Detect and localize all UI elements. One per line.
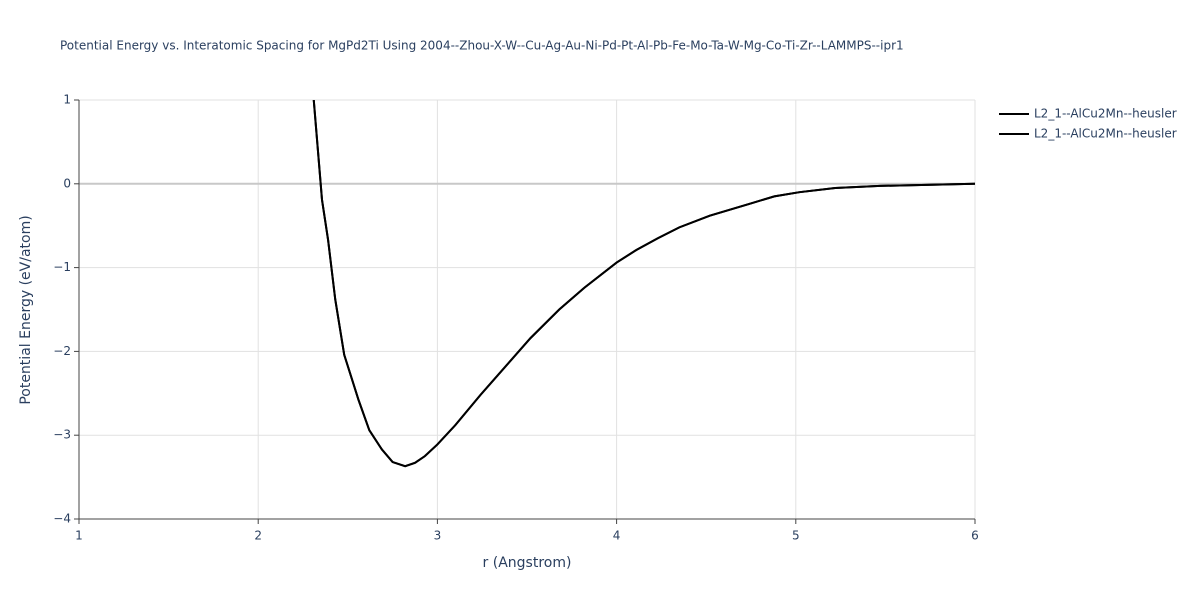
x-tick-label: 1	[75, 529, 83, 543]
x-tick-label: 5	[792, 529, 800, 543]
grid	[78, 99, 976, 520]
x-tick-label: 4	[613, 529, 621, 543]
axes: 1 2 3 4 5 6 −4 −3 −2 −1 0 1	[53, 93, 979, 543]
y-tick-label: −1	[53, 260, 71, 274]
plot-area	[312, 100, 975, 468]
legend-label: L2_1--AlCu2Mn--heusler	[1034, 127, 1177, 141]
legend-label: L2_1--AlCu2Mn--heusler	[1034, 107, 1177, 121]
y-tick-label: −3	[53, 428, 71, 442]
y-tick-label: 1	[63, 93, 71, 107]
y-axis-label: Potential Energy (eV/atom)	[18, 215, 34, 404]
series-line	[312, 100, 975, 468]
x-axis-label: r (Angstrom)	[483, 555, 572, 571]
x-tick-label: 3	[434, 529, 442, 543]
y-tick-label: −2	[53, 344, 71, 358]
y-tick-label: 0	[63, 176, 71, 190]
series-line	[312, 100, 975, 468]
chart-title: Potential Energy vs. Interatomic Spacing…	[60, 39, 904, 53]
legend: L2_1--AlCu2Mn--heusler L2_1--AlCu2Mn--heu…	[999, 107, 1177, 141]
x-tick-label: 2	[254, 529, 262, 543]
y-tick-label: −4	[53, 512, 71, 526]
x-tick-label: 6	[971, 529, 979, 543]
